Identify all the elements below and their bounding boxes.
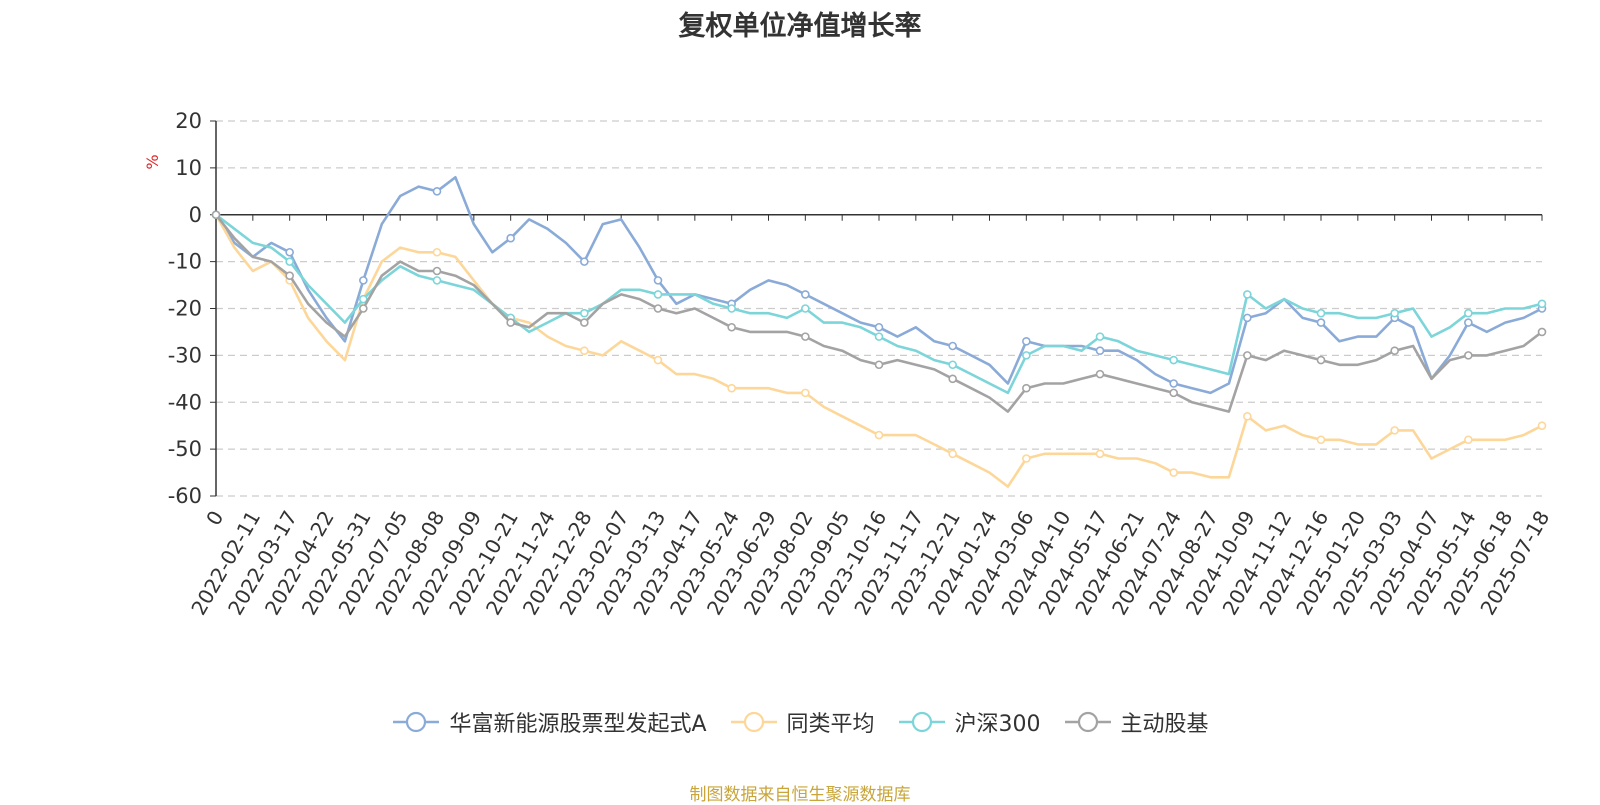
series-line-1 <box>214 214 1543 488</box>
data-point <box>1316 308 1326 318</box>
data-point <box>801 388 810 398</box>
data-point <box>1464 318 1473 327</box>
legend-item[interactable]: 主动股基 <box>1063 706 1209 738</box>
data-point <box>948 374 957 384</box>
data-point <box>727 304 736 313</box>
data-point <box>653 276 663 285</box>
data-point <box>1390 308 1399 318</box>
data-point <box>1095 369 1105 379</box>
legend-label: 华富新能源股票型发起式A <box>449 712 707 737</box>
legend-swatch-icon <box>1064 711 1111 733</box>
x-tick-label: 0 <box>201 507 228 530</box>
data-point <box>727 322 736 332</box>
data-point <box>432 187 442 196</box>
data-point <box>580 257 589 266</box>
legend: 华富新能源股票型发起式A 同类平均 沪深300 主动股基 <box>0 706 1600 738</box>
series-lines <box>211 176 1547 488</box>
data-point <box>948 360 957 370</box>
data-point <box>285 257 294 266</box>
data-point <box>211 210 221 220</box>
data-point <box>1464 351 1473 360</box>
data-point <box>1464 435 1473 445</box>
data-point <box>1390 346 1399 355</box>
data-point <box>1022 383 1031 393</box>
y-tick-label: 10 <box>175 156 202 180</box>
data-point <box>801 290 810 299</box>
y-tick-label: -60 <box>168 484 202 508</box>
data-point <box>1243 351 1252 360</box>
legend-swatch-icon <box>393 711 440 733</box>
data-point <box>1095 332 1105 341</box>
data-point <box>580 308 589 318</box>
data-point <box>948 449 957 459</box>
axes <box>210 120 1543 497</box>
data-point <box>801 332 810 341</box>
y-tick-label: -30 <box>168 343 202 367</box>
data-point <box>1537 327 1547 337</box>
data-point <box>359 304 368 313</box>
source-note: 制图数据来自恒生聚源数据库 <box>689 785 911 805</box>
legend-label: 沪深300 <box>954 712 1041 737</box>
data-point <box>580 346 589 355</box>
data-point <box>1022 454 1031 463</box>
data-point <box>1316 355 1326 365</box>
data-point <box>359 294 368 304</box>
legend-item[interactable]: 华富新能源股票型发起式A <box>391 706 707 738</box>
y-tick-label: 20 <box>175 109 202 133</box>
data-point <box>1095 449 1105 459</box>
data-point <box>653 355 663 365</box>
y-axis-label: % <box>143 154 162 169</box>
chart-title: 复权单位净值增长率 <box>678 11 922 42</box>
data-point <box>1243 313 1252 323</box>
data-point <box>432 276 442 285</box>
data-point <box>285 271 294 280</box>
data-point <box>285 247 294 257</box>
legend-label: 主动股基 <box>1120 712 1209 737</box>
data-point <box>727 383 736 393</box>
y-tick-label: -50 <box>168 437 202 461</box>
data-point <box>432 266 442 276</box>
data-point <box>506 318 515 327</box>
data-point <box>506 233 515 243</box>
data-point <box>653 290 663 299</box>
x-tick-labels: 02022-02-112022-03-172022-04-222022-05-3… <box>186 506 1554 619</box>
data-point <box>1169 379 1178 388</box>
y-tick-label: 0 <box>189 203 202 227</box>
y-tick-labels: 20 10 0 -10 -20 -30 -40 -50 -60 <box>168 109 202 508</box>
legend-label: 同类平均 <box>786 712 875 737</box>
data-point <box>1537 299 1547 309</box>
data-point <box>948 341 957 351</box>
data-point <box>432 247 442 257</box>
data-point <box>1022 337 1031 346</box>
y-tick-label: -20 <box>168 297 202 321</box>
legend-item[interactable]: 同类平均 <box>729 706 875 738</box>
data-point <box>1169 468 1178 477</box>
data-point <box>359 276 368 285</box>
data-point <box>1243 412 1252 421</box>
data-point <box>653 304 663 313</box>
data-point <box>874 430 884 440</box>
data-point <box>1464 308 1473 318</box>
legend-swatch-icon <box>898 711 945 733</box>
data-point <box>1243 290 1252 299</box>
y-tick-label: -40 <box>168 390 202 414</box>
data-point <box>1022 351 1031 360</box>
data-point <box>874 360 884 370</box>
data-point <box>1095 346 1105 355</box>
data-point <box>1169 388 1178 398</box>
data-point <box>1169 355 1178 365</box>
legend-swatch-icon <box>730 711 777 733</box>
data-point <box>874 322 884 332</box>
data-point <box>874 332 884 341</box>
data-point <box>1390 426 1399 435</box>
data-point <box>1316 318 1326 327</box>
data-point <box>1316 435 1326 445</box>
legend-item[interactable]: 沪深300 <box>897 706 1041 738</box>
data-point <box>580 318 589 327</box>
data-point <box>1537 421 1547 430</box>
y-tick-label: -10 <box>168 250 202 274</box>
data-point <box>801 304 810 313</box>
